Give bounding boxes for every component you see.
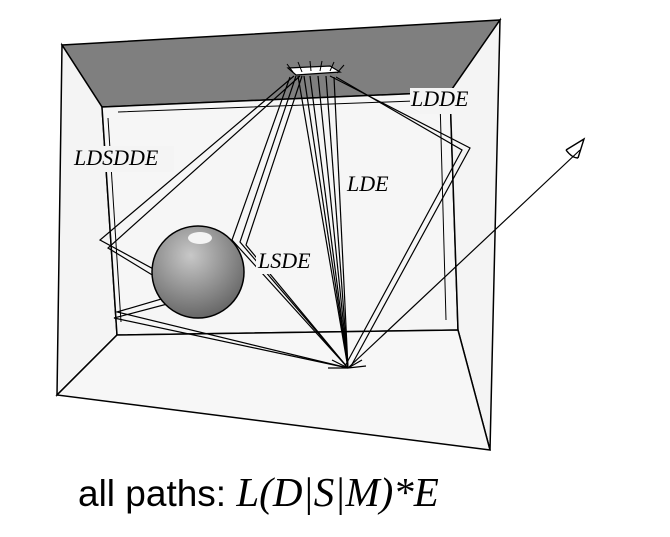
label-lde: LDE — [346, 171, 389, 196]
eye-icon — [565, 137, 586, 159]
path-lde — [297, 75, 349, 369]
floor-hit-point — [328, 359, 367, 369]
caption: all paths: L(D|S|M)*E — [78, 462, 439, 522]
back-wall — [101, 91, 459, 336]
label-lsde: LSDE — [257, 248, 311, 273]
label-ldsdde: LDSDDE — [73, 145, 159, 170]
path-ldde — [329, 75, 471, 369]
caption-formula: L(D|S|M)*E — [236, 469, 439, 515]
sphere — [151, 225, 245, 319]
light-source — [286, 60, 345, 76]
room — [55, 17, 502, 451]
floor — [55, 329, 492, 451]
caption-prefix: all paths: — [78, 473, 237, 514]
sphere-highlight — [188, 232, 212, 244]
label-ldde: LDDE — [410, 86, 469, 111]
eye-ray — [347, 149, 581, 369]
